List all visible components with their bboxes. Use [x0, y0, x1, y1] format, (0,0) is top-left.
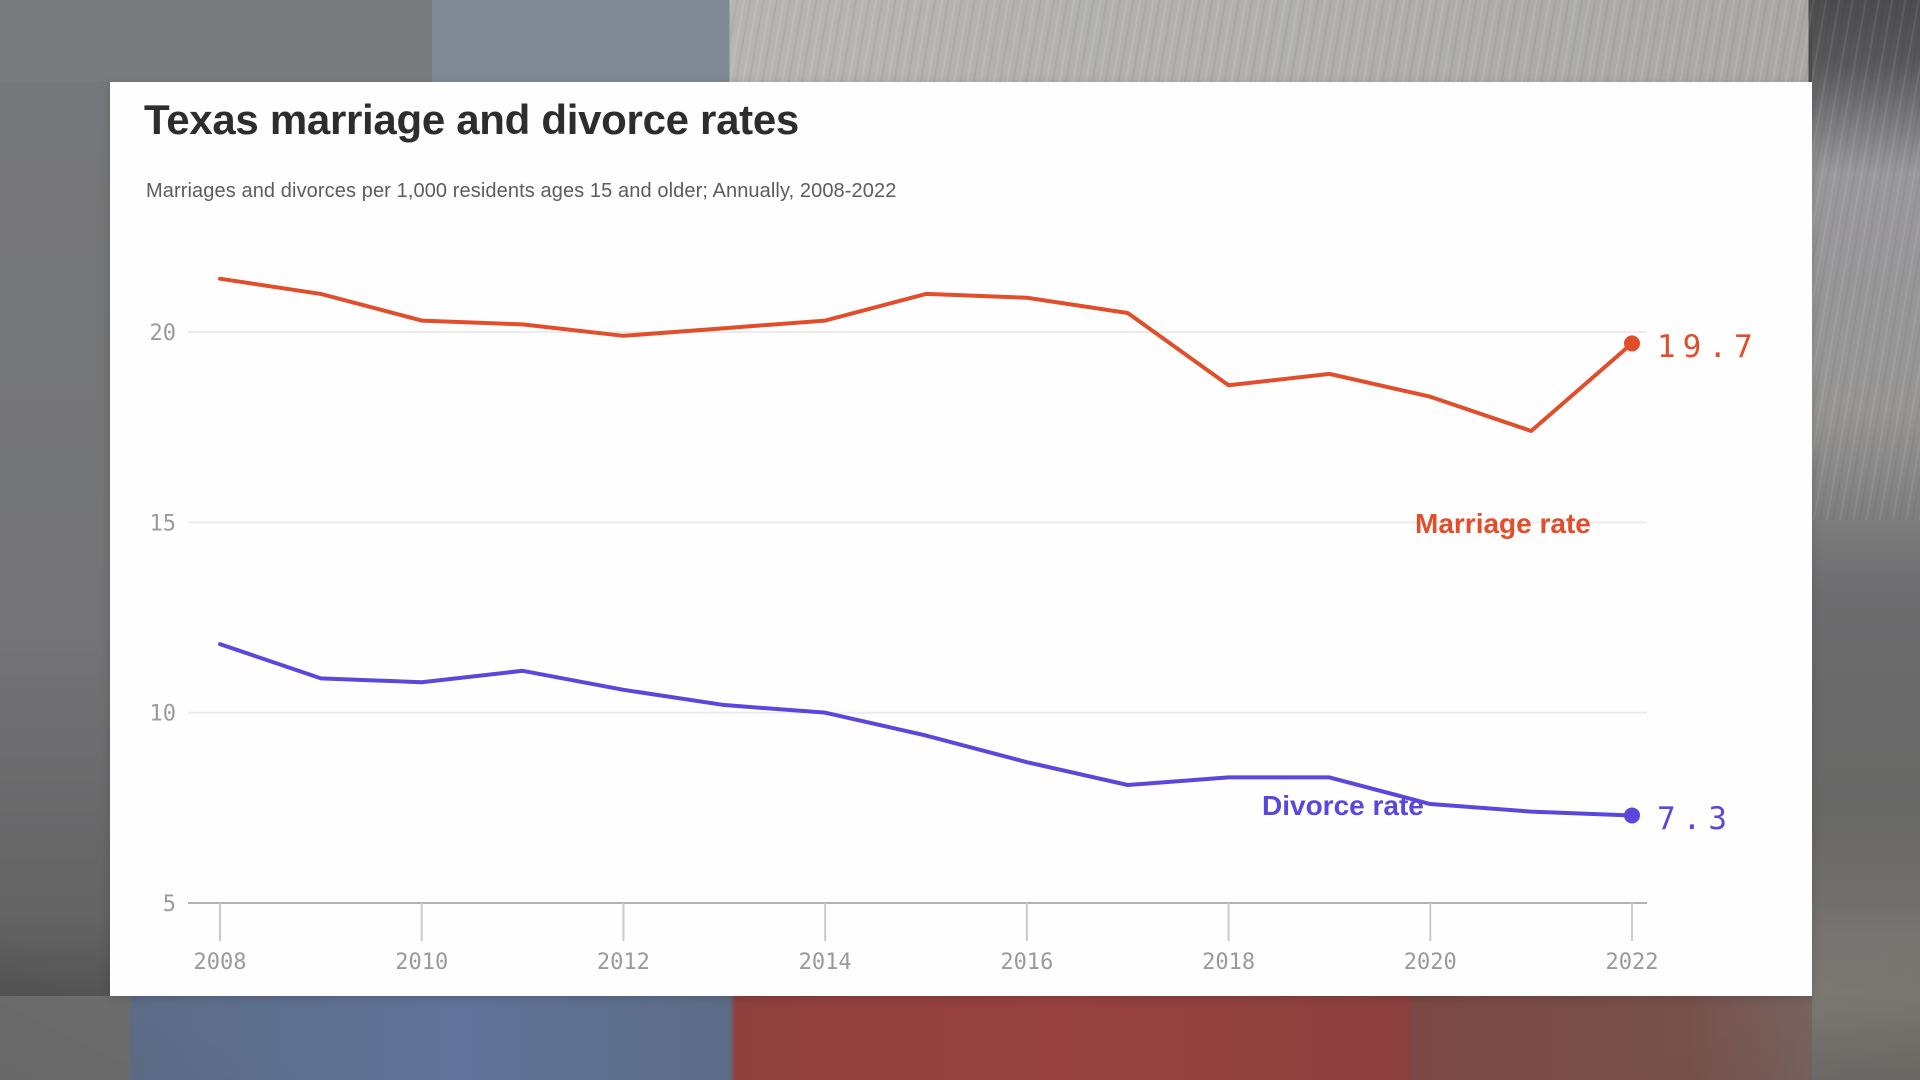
y-tick-label: 10: [150, 702, 177, 727]
chart-card: Texas marriage and divorce rates Marriag…: [110, 82, 1812, 996]
chart-subtitle: Marriages and divorces per 1,000 residen…: [146, 180, 897, 202]
background-right-strip: [1812, 0, 1920, 1080]
x-tick-label: 2010: [395, 950, 448, 975]
end-dot-marriage: [1624, 335, 1640, 352]
x-tick-label: 2016: [1000, 950, 1053, 975]
x-tick-label: 2012: [597, 950, 650, 975]
chart-title: Texas marriage and divorce rates: [144, 96, 799, 143]
background-left-strip: [0, 82, 110, 996]
y-tick-label: 5: [163, 892, 176, 917]
y-tick-label: 20: [150, 321, 177, 346]
background-top-strip: [0, 0, 1920, 82]
x-tick-label: 2020: [1404, 950, 1457, 975]
series-line-marriage: [218, 276, 1634, 433]
series-label-marriage: Marriage rate: [1415, 508, 1591, 539]
end-dot-divorce: [1624, 807, 1640, 824]
x-tick-label: 2008: [194, 950, 247, 975]
series-label-divorce: Divorce rate: [1262, 790, 1424, 821]
x-tick-label: 2022: [1606, 950, 1659, 975]
y-tick-label: 15: [150, 511, 177, 536]
x-tick-label: 2018: [1202, 950, 1255, 975]
end-value-marriage: 19.7: [1657, 329, 1760, 365]
background-bottom-strip: [0, 996, 1920, 1080]
series-line-divorce: [218, 642, 1634, 818]
chart-canvas: 5 10 15 20 2008 2010 2012 2014 2016 2018 2020 2022: [150, 276, 1659, 975]
x-tick-label: 2014: [799, 950, 852, 975]
end-value-divorce: 7.3: [1657, 801, 1734, 837]
